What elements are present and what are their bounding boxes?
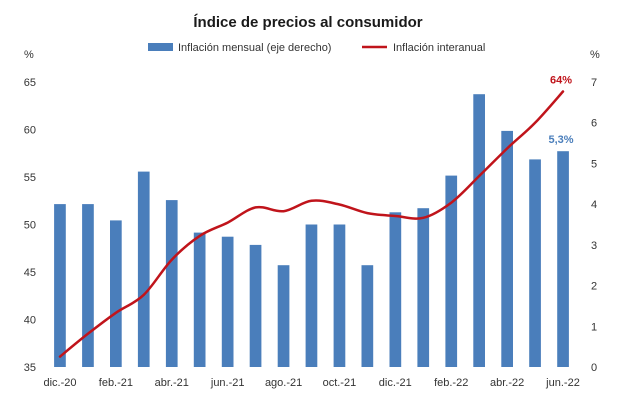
legend-line-label: Inflación interanual [393, 42, 485, 54]
x-axis-ticks: dic.-20 feb.-21 abr.-21 jun.-21 ago.-21 oct.-… [43, 377, 579, 389]
monthly-bar [221, 236, 234, 367]
monthly-bar [305, 224, 318, 367]
yoy-inflation-line [58, 90, 565, 358]
right-tick-label: 7 [591, 77, 597, 89]
left-axis-ticks: 35 40 45 50 55 60 65 [24, 77, 36, 374]
monthly-bars [54, 94, 569, 367]
left-tick-label: 65 [24, 77, 36, 89]
x-tick-label: oct.-21 [323, 377, 357, 389]
chart-title: Índice de precios al consumidor [193, 14, 422, 31]
left-tick-label: 55 [24, 172, 36, 184]
x-tick-label: feb.-21 [99, 377, 133, 389]
monthly-bar [445, 175, 458, 367]
right-axis-ticks: 0 1 2 3 4 5 6 7 [591, 77, 597, 374]
right-axis-unit: % [590, 49, 600, 61]
annotation-yoy-latest: 64% [550, 75, 572, 87]
x-tick-label: jun.-21 [210, 377, 245, 389]
x-tick-label: abr.-22 [490, 377, 524, 389]
x-tick-label: dic.-21 [379, 377, 412, 389]
monthly-bar [417, 208, 430, 367]
monthly-bar [361, 265, 374, 367]
right-tick-label: 4 [591, 199, 597, 211]
left-tick-label: 60 [24, 125, 36, 137]
x-tick-label: dic.-20 [43, 377, 76, 389]
right-tick-label: 0 [591, 362, 597, 374]
left-axis-unit: % [24, 49, 34, 61]
monthly-bar [193, 232, 206, 367]
monthly-bar [165, 200, 178, 367]
monthly-bar [529, 159, 541, 367]
monthly-bar [277, 265, 290, 367]
legend-bar-label: Inflación mensual (eje derecho) [178, 42, 331, 54]
x-tick-label: jun.-22 [545, 377, 580, 389]
x-tick-label: feb.-22 [434, 377, 468, 389]
monthly-bar [82, 204, 94, 367]
annotation-monthly-latest: 5,3% [548, 134, 573, 146]
left-tick-label: 45 [24, 267, 36, 279]
right-tick-label: 6 [591, 118, 597, 130]
right-tick-label: 2 [591, 281, 597, 293]
monthly-bar [137, 171, 150, 367]
left-tick-label: 40 [24, 315, 36, 327]
monthly-bar [110, 220, 122, 367]
right-tick-label: 1 [591, 321, 597, 333]
monthly-bar [557, 151, 569, 367]
x-tick-label: abr.-21 [155, 377, 189, 389]
legend-bar-swatch [148, 43, 173, 51]
left-tick-label: 50 [24, 220, 36, 232]
annotations: 64% 5,3% [548, 75, 573, 147]
right-tick-label: 5 [591, 158, 597, 170]
monthly-bar [249, 244, 262, 367]
monthly-bar [389, 212, 402, 367]
legend: Inflación mensual (eje derecho) Inflació… [148, 42, 485, 54]
monthly-bar [501, 130, 513, 367]
right-tick-label: 3 [591, 240, 597, 252]
monthly-bar [473, 94, 485, 367]
monthly-bar [333, 224, 346, 367]
monthly-bar [54, 204, 66, 367]
x-tick-label: ago.-21 [265, 377, 302, 389]
left-tick-label: 35 [24, 362, 36, 374]
